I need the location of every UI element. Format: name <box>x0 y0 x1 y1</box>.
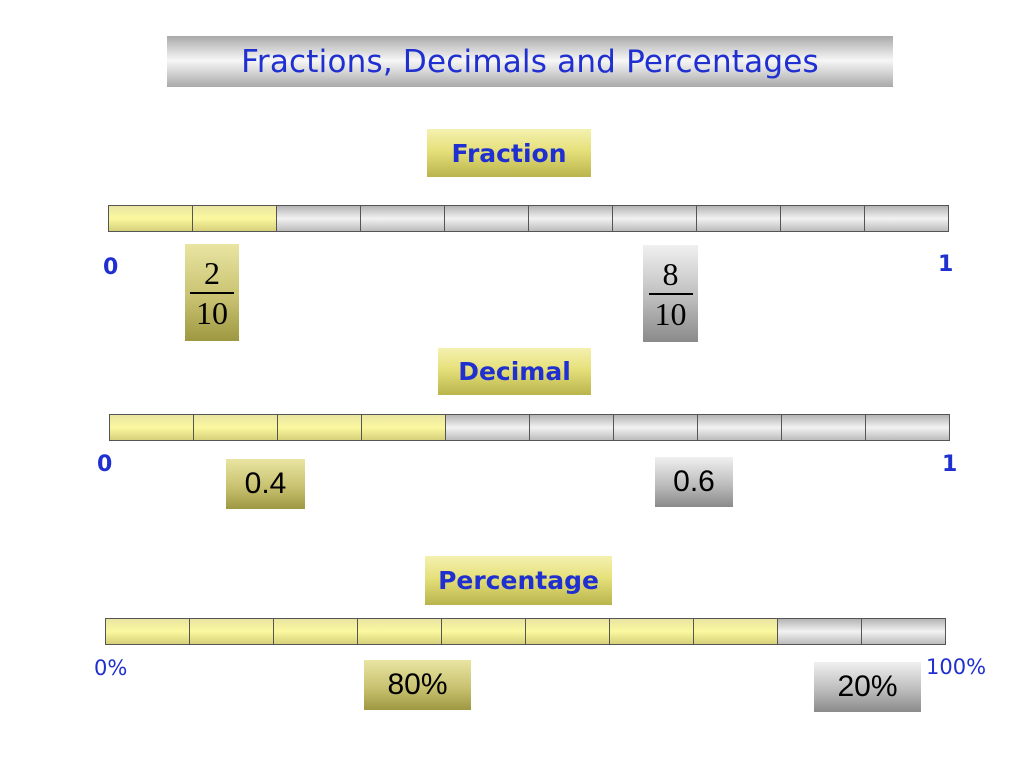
empty-segment <box>862 619 945 644</box>
fraction-complement-line <box>648 292 693 295</box>
empty-segment <box>697 206 781 231</box>
fraction-end-label: 1 <box>938 252 954 277</box>
empty-segment <box>866 415 949 440</box>
percentage-complement-box: 20% <box>814 662 921 712</box>
fraction-label: Fraction <box>427 129 591 177</box>
empty-segment <box>445 206 529 231</box>
filled-segment <box>278 415 362 440</box>
percentage-bar <box>105 618 946 645</box>
empty-segment <box>778 619 862 644</box>
decimal-bar <box>109 414 950 441</box>
filled-segment <box>274 619 358 644</box>
decimal-complement-box: 0.6 <box>655 457 733 507</box>
empty-segment <box>614 415 698 440</box>
fraction-bar-line <box>190 291 234 294</box>
fraction-complement-denominator: 10 <box>654 295 687 332</box>
percentage-end-label: 100% <box>926 655 987 679</box>
fraction-value-numerator: 2 <box>204 254 220 291</box>
empty-segment <box>782 415 866 440</box>
empty-segment <box>446 415 530 440</box>
fraction-value-denominator: 10 <box>196 294 228 331</box>
empty-segment <box>613 206 697 231</box>
percentage-value-box: 80% <box>364 660 471 710</box>
filled-segment <box>694 619 778 644</box>
empty-segment <box>865 206 948 231</box>
filled-segment <box>110 415 194 440</box>
fraction-complement-box: 8 10 <box>643 245 698 342</box>
empty-segment <box>277 206 361 231</box>
decimal-start-label: 0 <box>97 452 113 477</box>
decimal-label: Decimal <box>438 348 591 395</box>
decimal-value-box: 0.4 <box>226 459 305 509</box>
filled-segment <box>442 619 526 644</box>
empty-segment <box>781 206 865 231</box>
filled-segment <box>526 619 610 644</box>
empty-segment <box>529 206 613 231</box>
filled-segment <box>610 619 694 644</box>
empty-segment <box>530 415 614 440</box>
fraction-complement-numerator: 8 <box>662 255 679 292</box>
fraction-bar <box>108 205 949 232</box>
page-title: Fractions, Decimals and Percentages <box>241 43 819 80</box>
filled-segment <box>362 415 446 440</box>
percentage-label: Percentage <box>425 556 612 605</box>
empty-segment <box>361 206 445 231</box>
filled-segment <box>190 619 274 644</box>
filled-segment <box>193 206 277 231</box>
filled-segment <box>358 619 442 644</box>
percentage-start-label: 0% <box>94 656 128 680</box>
title-banner: Fractions, Decimals and Percentages <box>167 36 893 87</box>
filled-segment <box>106 619 190 644</box>
filled-segment <box>109 206 193 231</box>
fraction-start-label: 0 <box>103 255 119 280</box>
empty-segment <box>698 415 782 440</box>
fraction-value-box: 2 10 <box>185 244 239 341</box>
decimal-end-label: 1 <box>942 452 958 477</box>
filled-segment <box>194 415 278 440</box>
